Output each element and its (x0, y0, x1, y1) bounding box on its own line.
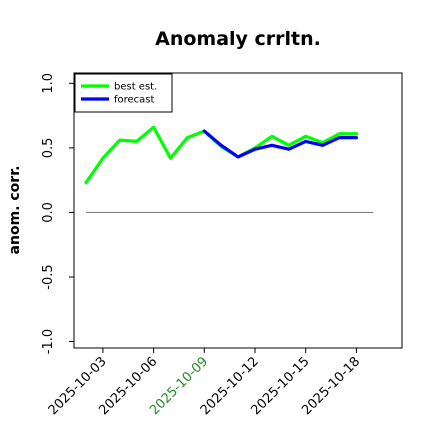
legend: best est. forecast (74, 73, 173, 113)
series-line-forecast (202, 129, 358, 159)
legend-box (74, 73, 173, 113)
y-tick-label: 0.0 (41, 202, 56, 223)
y-tick-label: 0.5 (41, 138, 56, 159)
y-tick-label: -0.5 (41, 264, 56, 289)
y-tick-label: 1.0 (41, 73, 56, 94)
y-tick-label: -1.0 (41, 329, 56, 354)
legend-label: best est. (114, 82, 157, 93)
y-axis-label: anom. corr. (7, 166, 23, 255)
chart-title: Anomaly crrltn. (155, 28, 321, 50)
legend-label: forecast (114, 95, 155, 106)
plot-area (73, 72, 403, 349)
